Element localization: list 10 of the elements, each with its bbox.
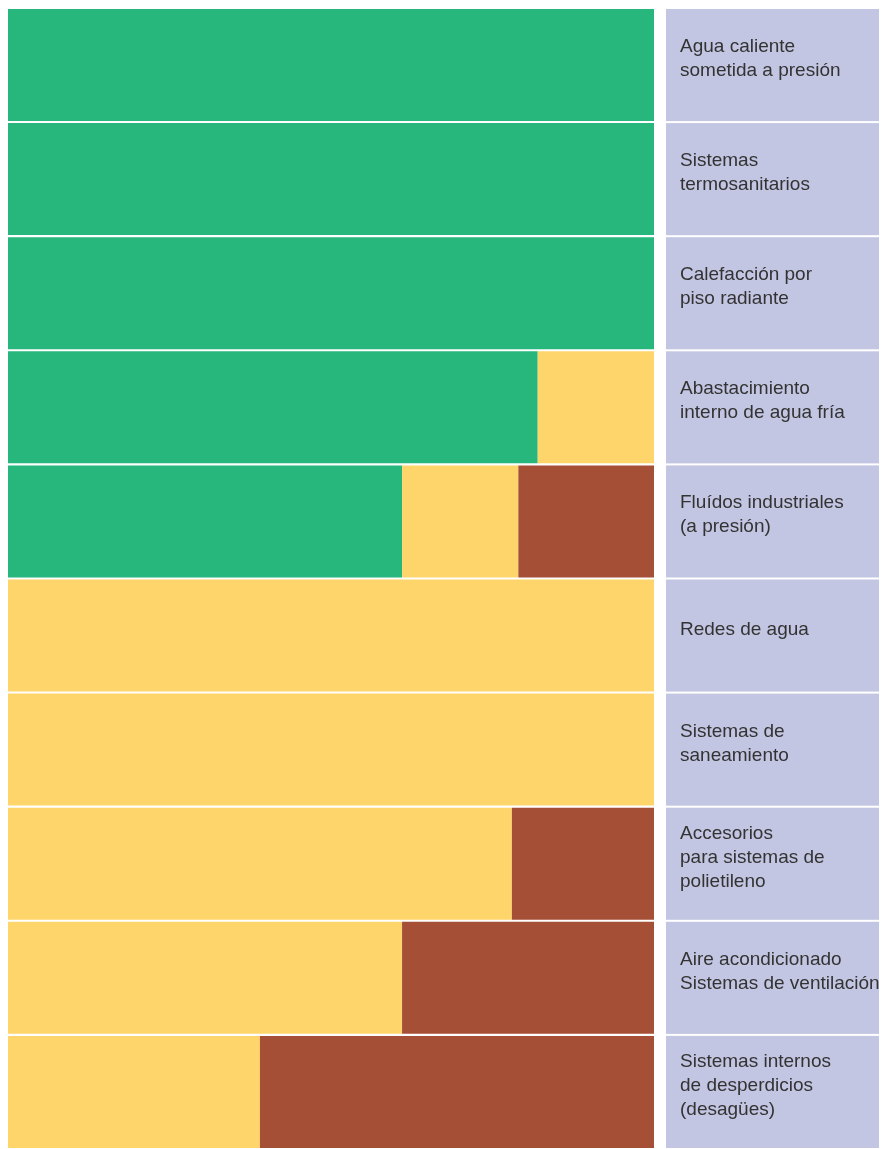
y-tick-label: Sistemas internos de desperdicios (desagües) <box>680 1049 832 1119</box>
y-tick-label: Accesorios para sistemas de polietileno <box>680 821 825 891</box>
y-tick-label: Calefacción por piso radiante <box>680 263 813 309</box>
y-tick-label: Agua caliente sometida a presión <box>680 35 841 81</box>
y-tick-label: Aire acondicionado Sistemas de ventilación <box>680 947 880 993</box>
y-tick-label: Redes de agua <box>680 617 810 639</box>
y-tick-label: Sistemas termosanitarios <box>680 149 810 195</box>
y-tick-label: Fluídos industriales (a presión) <box>680 491 844 537</box>
y-tick-label: Sistemas de saneamiento <box>680 719 789 765</box>
y-tick-label: Abastacimiento interno de agua fría <box>680 377 846 423</box>
